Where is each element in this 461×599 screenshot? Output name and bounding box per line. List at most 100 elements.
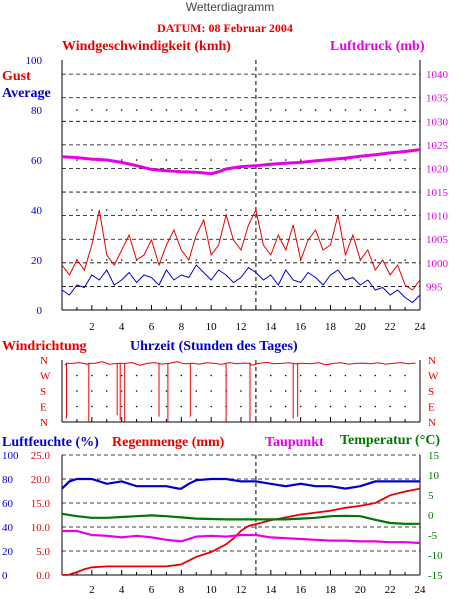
wind-panel-grid-dot xyxy=(314,259,317,261)
gust-legend: Gust xyxy=(2,69,31,84)
direction-grid-dot xyxy=(404,374,406,377)
humidity-tick-label: 100 xyxy=(2,450,19,462)
wind-panel-grid-dot xyxy=(210,159,212,161)
wind-panel-grid-dot xyxy=(344,259,347,261)
direction-grid-dot xyxy=(135,405,138,408)
hour-tick-label-bottom: 24 xyxy=(415,584,427,596)
wind-panel-grid-dot xyxy=(299,109,302,111)
wind-panel-grid-dot xyxy=(359,159,362,161)
rain-line xyxy=(62,487,421,576)
wind-panel-grid-dot xyxy=(240,109,242,111)
hour-tick-label: 8 xyxy=(179,321,185,333)
direction-grid-dot xyxy=(299,390,302,392)
hour-tick-label-bottom: 18 xyxy=(325,584,337,596)
hour-tick-label-bottom: 16 xyxy=(295,584,307,596)
hour-tick-label-bottom: 20 xyxy=(355,584,367,596)
date-label: DATUM: 08 Februar 2004 xyxy=(157,21,293,35)
wind-panel-grid-dot xyxy=(270,209,272,211)
diagram-title: Wetterdiagramm xyxy=(186,0,274,14)
direction-grid-dot xyxy=(195,405,198,408)
direction-grid-dot xyxy=(180,374,183,377)
direction-label-left: E xyxy=(40,402,47,414)
wind-panel-grid-dot xyxy=(120,209,123,211)
wind-panel-grid-dot xyxy=(240,209,242,211)
rain-tick-label: 5.0 xyxy=(36,546,50,558)
hour-tick-label: 14 xyxy=(265,321,277,333)
wind-panel-grid-dot xyxy=(255,259,257,261)
temperature-tick-label: 5 xyxy=(428,490,434,502)
humidity-tick-label: 20 xyxy=(2,546,14,558)
direction-grid-dot xyxy=(359,374,362,377)
pressure-tick-label: 1025 xyxy=(426,140,449,152)
direction-grid-dot xyxy=(76,390,78,392)
pressure-tick-label: 1020 xyxy=(426,163,449,175)
pressure-tick-label: 1035 xyxy=(426,93,449,105)
direction-grid-dot xyxy=(255,374,257,377)
wind-panel-grid-dot xyxy=(344,109,347,111)
average-legend: Average xyxy=(2,86,51,101)
pressure-tick-label: 1015 xyxy=(426,187,449,199)
wind-panel-grid-dot xyxy=(120,109,123,111)
wind-panel-grid-dot xyxy=(359,109,362,111)
direction-grid-dot xyxy=(165,374,168,377)
wind-panel-grid-dot xyxy=(210,259,212,261)
direction-grid-dot xyxy=(165,390,168,392)
wind-panel-grid-dot xyxy=(389,259,391,261)
hour-tick-label: 12 xyxy=(236,321,247,333)
direction-grid-dot xyxy=(284,374,287,377)
hour-tick-label-bottom: 2 xyxy=(89,584,95,596)
rain-tick-label: 25.0 xyxy=(31,450,51,462)
wind-panel-grid-dot xyxy=(180,209,183,211)
direction-grid-dot xyxy=(359,405,362,408)
direction-grid-dot xyxy=(105,405,108,408)
wind-panel-grid-dot xyxy=(150,209,153,211)
rain-tick-label: 10.0 xyxy=(31,522,51,534)
wind-panel-grid-dot xyxy=(165,259,168,261)
direction-grid-dot xyxy=(195,390,198,392)
wind-speed-title: Windgeschwindigkeit (kmh) xyxy=(62,39,231,54)
wind-panel-grid-dot xyxy=(165,109,168,111)
pressure-title: Luftdruck (mb) xyxy=(330,39,425,54)
wind-direction-line xyxy=(64,361,416,422)
wind-panel-grid-dot xyxy=(284,159,287,161)
direction-grid-dot xyxy=(150,390,153,392)
direction-grid-dot xyxy=(284,390,287,392)
wind-panel-grid-dot xyxy=(210,109,212,111)
wind-panel-grid-dot xyxy=(284,259,287,261)
direction-grid-dot xyxy=(389,390,391,392)
hour-tick-label-bottom: 8 xyxy=(179,584,185,596)
wind-panel-grid-dot xyxy=(329,209,332,211)
wind-panel-grid-dot xyxy=(105,209,108,211)
hour-tick-label-bottom: 14 xyxy=(265,584,277,596)
direction-grid-dot xyxy=(329,374,332,377)
direction-label-right: E xyxy=(428,402,435,414)
direction-grid-dot xyxy=(76,374,78,377)
wind-panel-grid-dot xyxy=(270,109,272,111)
direction-grid-dot xyxy=(374,374,377,377)
wind-panel-grid-dot xyxy=(344,209,347,211)
wind-panel-grid-dot xyxy=(255,159,257,161)
wind-panel-grid-dot xyxy=(76,109,78,111)
wind-panel-grid-dot xyxy=(165,159,168,161)
direction-grid-dot xyxy=(344,390,347,392)
wind-panel-grid-dot xyxy=(135,109,138,111)
wind-panel-grid-dot xyxy=(329,109,332,111)
direction-grid-dot xyxy=(299,374,302,377)
direction-label-left: N xyxy=(40,355,48,367)
direction-grid-dot xyxy=(150,405,153,408)
wind-panel-grid-dot xyxy=(210,209,212,211)
direction-grid-dot xyxy=(210,390,212,392)
wind-panel-grid-dot xyxy=(150,159,153,161)
rain-title: Regenmenge (mm) xyxy=(112,435,225,450)
pressure-tick-label: 1030 xyxy=(426,116,449,128)
wind-panel-grid-dot xyxy=(240,259,242,261)
rain-tick-label: 20.0 xyxy=(31,474,51,486)
wind-panel-grid-dot xyxy=(284,109,287,111)
direction-grid-dot xyxy=(329,405,332,408)
direction-grid-dot xyxy=(314,374,317,377)
hour-tick-label: 22 xyxy=(385,321,396,333)
wind-speed-tick-label: 100 xyxy=(26,55,43,67)
direction-grid-dot xyxy=(329,390,332,392)
wind-panel-grid-dot xyxy=(314,209,317,211)
hour-tick-label: 18 xyxy=(325,321,337,333)
